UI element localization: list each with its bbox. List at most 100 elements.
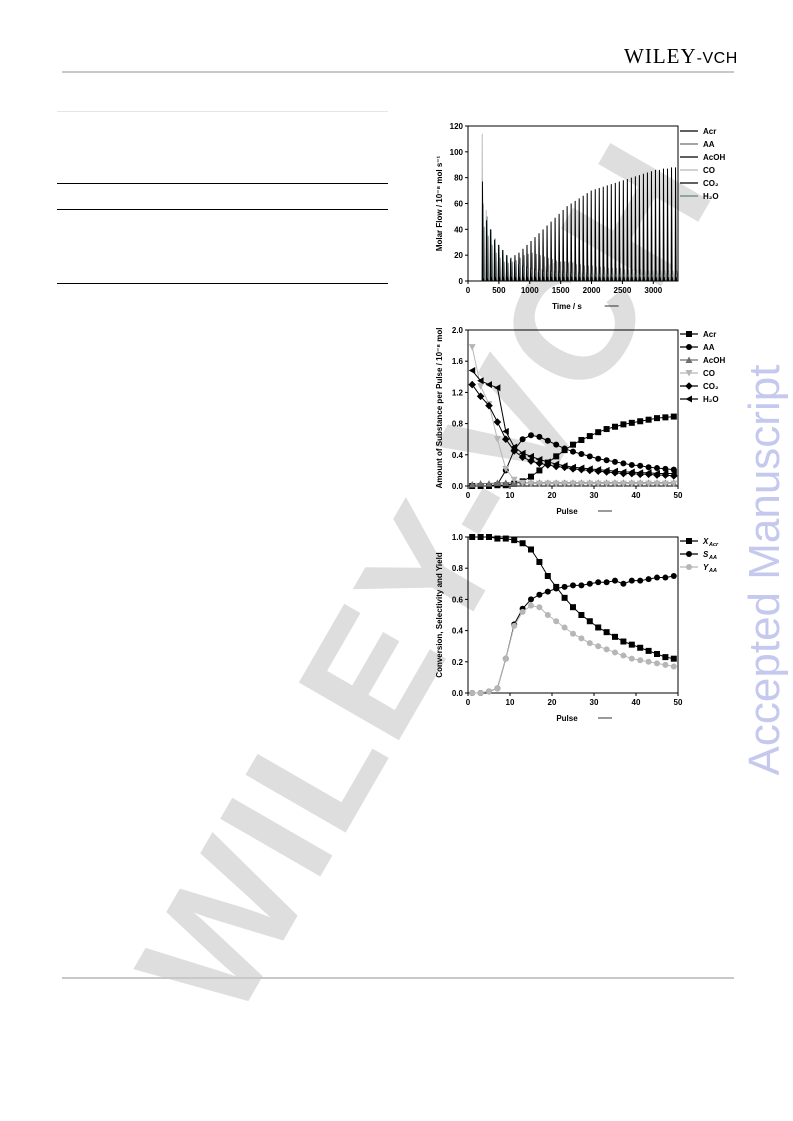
data-point <box>502 465 510 473</box>
data-point <box>595 643 602 650</box>
legend-label: Y <box>703 563 709 572</box>
series-line <box>471 384 674 477</box>
data-point <box>586 465 593 473</box>
data-point <box>611 480 619 488</box>
data-point <box>594 480 602 488</box>
x-tick-label: 50 <box>674 491 683 500</box>
y-tick-label: 20 <box>454 251 463 260</box>
legend-marker <box>686 551 692 557</box>
data-point <box>561 462 568 470</box>
data-point <box>636 469 644 477</box>
data-point <box>670 470 677 478</box>
data-point <box>544 480 552 488</box>
data-point <box>486 534 492 540</box>
data-point <box>645 658 652 665</box>
data-point <box>494 685 501 692</box>
data-point <box>653 480 661 488</box>
data-point <box>485 381 492 389</box>
data-point <box>620 580 627 587</box>
data-point <box>612 577 618 584</box>
x-axis-label: Pulse <box>556 714 578 723</box>
data-point <box>612 633 618 640</box>
chart-amount-per-pulse: 0 10 20 30 40 50 0.0 0.4 0.8 1.2 1.6 2.0 Pulse Amount… <box>435 326 725 516</box>
data-point <box>544 437 551 444</box>
legend-item: AA <box>680 343 715 352</box>
table-faint-top-rule <box>57 111 388 112</box>
x-tick-label: 20 <box>548 491 557 500</box>
y-tick-label: 100 <box>450 148 464 157</box>
data-point <box>577 464 585 472</box>
data-point <box>637 657 644 664</box>
data-point <box>628 461 635 468</box>
y-tick-label: 0.8 <box>452 420 464 429</box>
data-point <box>603 629 610 636</box>
data-point <box>544 458 551 466</box>
header-rule <box>62 71 734 73</box>
data-point <box>536 604 543 611</box>
data-point <box>561 624 568 631</box>
y-tick-label: 1.2 <box>452 388 464 397</box>
y-axis-label: Amount of Substance per Pulse / 10⁻⁸ mol <box>435 328 444 489</box>
data-point <box>553 453 560 460</box>
plot-frame <box>467 536 679 694</box>
x-tick-label: 40 <box>632 491 641 500</box>
data-point <box>595 579 602 586</box>
data-point <box>578 451 585 458</box>
data-point <box>468 367 476 375</box>
x-tick-label: 20 <box>548 698 557 707</box>
legend-item: AcOH <box>680 153 725 162</box>
data-point <box>594 466 602 474</box>
data-point <box>553 585 560 592</box>
data-point <box>570 441 576 448</box>
plot-frame <box>467 329 679 487</box>
data-point <box>578 635 585 642</box>
data-point <box>578 582 585 589</box>
data-point <box>653 470 660 478</box>
y-tick-label: 80 <box>454 174 463 183</box>
data-point <box>502 479 510 486</box>
data-point <box>612 423 618 430</box>
legend-label: AA <box>703 343 715 352</box>
y-tick-label: 2.0 <box>452 326 464 335</box>
legend-item: AA <box>680 140 715 149</box>
data-point <box>620 638 627 645</box>
data-point <box>528 546 534 553</box>
data-point <box>645 647 652 654</box>
data-point <box>654 651 660 657</box>
legend-label-sub: AA <box>708 568 717 574</box>
y-tick-label: 60 <box>454 200 463 209</box>
data-point <box>502 535 509 542</box>
data-point <box>619 468 627 476</box>
legend-label: AcOH <box>703 153 725 162</box>
data-point <box>569 480 577 488</box>
legend-item: AcOH <box>680 356 725 365</box>
data-point <box>670 655 677 662</box>
legend-item: CO <box>680 166 715 175</box>
legend-label: H₂O <box>703 395 719 404</box>
data-point <box>645 576 652 583</box>
data-point <box>536 467 543 474</box>
data-point <box>603 426 610 433</box>
data-point <box>654 465 660 472</box>
x-tick-label: 2000 <box>583 286 601 295</box>
data-point <box>561 480 569 488</box>
data-point <box>477 534 484 540</box>
data-point <box>502 655 509 662</box>
data-point <box>620 652 627 659</box>
data-point <box>662 414 669 421</box>
data-point <box>561 583 568 590</box>
data-point <box>519 436 526 443</box>
x-axis-label: Time / s <box>552 302 582 311</box>
data-point <box>637 418 644 425</box>
data-point <box>662 654 669 661</box>
table-bottom-rule <box>57 283 388 284</box>
y-tick-label: 1.0 <box>452 533 464 542</box>
data-point <box>469 690 476 696</box>
legend-label: Acr <box>703 127 716 136</box>
data-point <box>552 460 560 468</box>
legend-item: Y AA <box>680 563 717 574</box>
legend-item: Acr <box>680 330 716 339</box>
data-point <box>670 480 678 488</box>
accepted-manuscript-label: Accepted Manuscript <box>740 364 789 776</box>
y-axis-label: Molar Flow / 10⁻⁸ mol s⁻¹ <box>435 155 444 251</box>
